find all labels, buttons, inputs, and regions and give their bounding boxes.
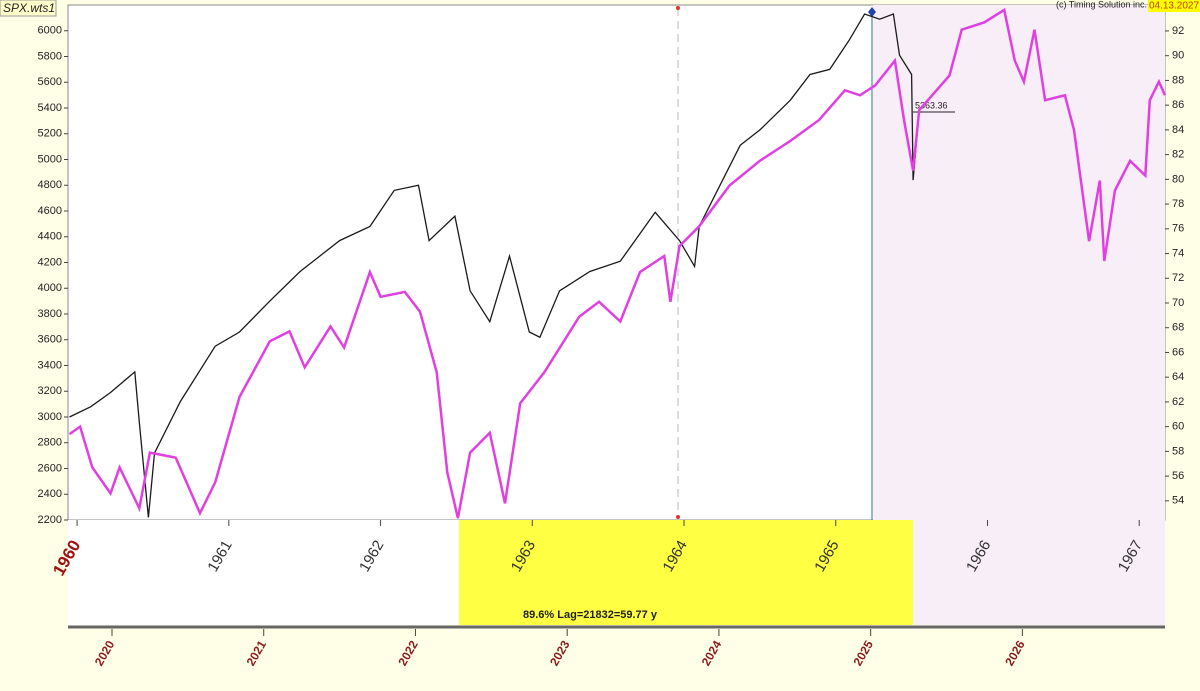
series-line bbox=[69, 13, 920, 518]
y-tick-label: 3600 bbox=[38, 334, 62, 346]
future-shade bbox=[873, 5, 1165, 520]
y2-tick-label: 80 bbox=[1172, 173, 1184, 185]
y-tick-label: 5600 bbox=[38, 76, 62, 88]
lag-label: 89.6% Lag=21832=59.77 y bbox=[523, 609, 658, 621]
date-box bbox=[1148, 0, 1200, 12]
y-tick-label: 3400 bbox=[38, 359, 62, 371]
y2-tick-label: 72 bbox=[1172, 272, 1184, 284]
y-tick-label: 4000 bbox=[38, 282, 62, 294]
y-tick-label: 4200 bbox=[38, 256, 62, 268]
lag-band bbox=[459, 520, 913, 625]
y-tick-label: 5000 bbox=[38, 153, 62, 165]
y2-tick-label: 54 bbox=[1172, 495, 1184, 507]
y-tick-label: 2600 bbox=[38, 462, 62, 474]
y2-tick-label: 56 bbox=[1172, 470, 1184, 482]
y-tick-label: 4600 bbox=[38, 205, 62, 217]
date: 04.13.2027 bbox=[1149, 1, 1199, 12]
y2-tick-label: 58 bbox=[1172, 445, 1184, 457]
y2-tick-label: 66 bbox=[1172, 346, 1184, 358]
marker-dot bbox=[676, 515, 680, 519]
y-tick-label: 4400 bbox=[38, 231, 62, 243]
y2-tick-label: 86 bbox=[1172, 99, 1184, 111]
y2-tick-label: 70 bbox=[1172, 297, 1184, 309]
y-tick-label: 2400 bbox=[38, 488, 62, 500]
y2-tick-label: 76 bbox=[1172, 223, 1184, 235]
y-tick-label: 5200 bbox=[38, 128, 62, 140]
y2-tick-label: 82 bbox=[1172, 149, 1184, 161]
y2-tick-label: 90 bbox=[1172, 50, 1184, 62]
symbol-box bbox=[0, 0, 57, 17]
y-tick-label: 2200 bbox=[38, 514, 62, 526]
y-tick-label: 5800 bbox=[38, 50, 62, 62]
future-band bbox=[913, 520, 1165, 625]
symbol: SPX.wts1 bbox=[3, 1, 55, 15]
y2-tick-label: 74 bbox=[1172, 247, 1184, 259]
price-label: 5363.36 bbox=[915, 100, 948, 110]
y2-tick-label: 88 bbox=[1172, 74, 1184, 86]
y2-tick-label: 92 bbox=[1172, 25, 1184, 37]
y2-tick-label: 68 bbox=[1172, 322, 1184, 334]
y2-tick-label: 64 bbox=[1172, 371, 1184, 383]
y-tick-label: 6000 bbox=[38, 25, 62, 37]
copyright: (c) Timing Solution inc. bbox=[1056, 0, 1147, 9]
y2-tick-label: 60 bbox=[1172, 421, 1184, 433]
y-tick-label: 3800 bbox=[38, 308, 62, 320]
y2-tick-label: 62 bbox=[1172, 396, 1184, 408]
series-line bbox=[68, 7, 1167, 519]
y2-tick-label: 84 bbox=[1172, 124, 1184, 136]
y-tick-label: 5400 bbox=[38, 102, 62, 114]
y-tick-label: 3200 bbox=[38, 385, 62, 397]
y2-tick-label: 78 bbox=[1172, 198, 1184, 210]
y-tick-label: 2800 bbox=[38, 437, 62, 449]
current-date-marker bbox=[868, 7, 876, 17]
marker-dot bbox=[676, 6, 680, 10]
y-tick-label: 3000 bbox=[38, 411, 62, 423]
y-tick-label: 4800 bbox=[38, 179, 62, 191]
